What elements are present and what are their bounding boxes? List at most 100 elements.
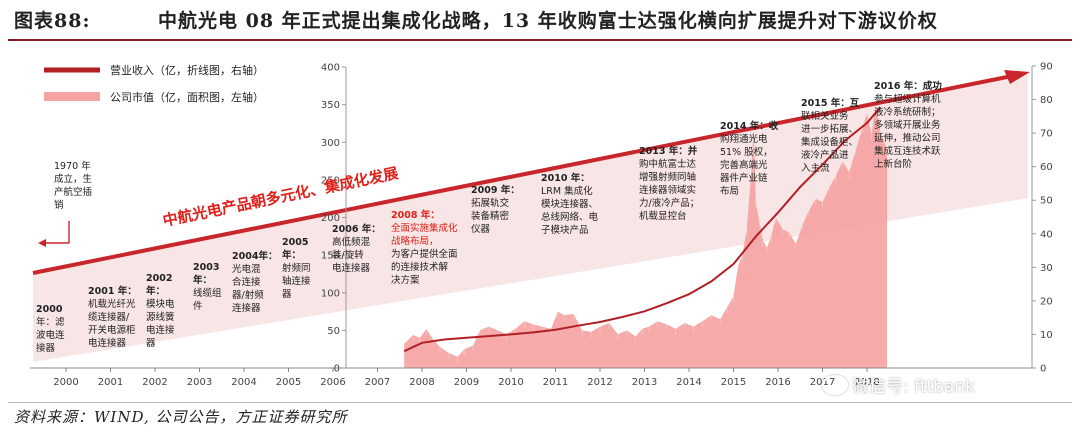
x-tick-label: 2001 bbox=[98, 377, 123, 388]
annotation-head: 2005年： bbox=[282, 237, 309, 261]
annotation-line: 液冷产品进 bbox=[801, 150, 849, 161]
annotation-line: 器 bbox=[282, 289, 292, 300]
x-tick-label: 2002 bbox=[142, 377, 167, 388]
annotation-2009: 2009 年： 拓展轨交 装备精密 仪器 bbox=[471, 184, 529, 236]
annotation-head: 2010 年： bbox=[541, 173, 590, 184]
annotation-head: 2015 年：互 bbox=[801, 98, 860, 109]
annotation-head: 2004年： bbox=[232, 251, 278, 262]
legend-label-revenue: 营业收入（亿，折线图，右轴） bbox=[110, 63, 264, 77]
annotation-head: 2003年： bbox=[193, 262, 220, 286]
annotation-line: 延伸，推动公司 bbox=[874, 133, 941, 144]
left-tick-label: 300 bbox=[321, 138, 340, 149]
annotation-2013: 2013 年：并 购中航富士达 增强射频同轴 连接器领域实 力/液冷产品； 机载… bbox=[639, 145, 709, 223]
market-cap-area-layer bbox=[404, 104, 888, 368]
annotation-line: 购中航富士达 bbox=[639, 159, 697, 170]
annotation-head: 2006 年： bbox=[332, 224, 381, 235]
annotation-line: 入主流 bbox=[801, 163, 830, 174]
annotation-line: 轴连接 bbox=[282, 276, 311, 287]
annotation-line: 子模块产品 bbox=[541, 225, 589, 236]
annotation-2003: 2003年： 线缆组 件 bbox=[193, 261, 233, 313]
market-cap-area bbox=[404, 104, 887, 368]
annotation-line: 1970 年 bbox=[54, 161, 91, 172]
left-tick-label: 50 bbox=[327, 326, 340, 337]
annotation-line: 机载显控台 bbox=[639, 211, 687, 222]
annotation-line: 的连接技术解 bbox=[391, 262, 449, 273]
watermark: 微信号: fttbank bbox=[822, 372, 975, 397]
annotation-line: 总线网络、电 bbox=[541, 212, 599, 223]
annotation-line: 电连接 bbox=[146, 325, 175, 336]
annotation-line: 源线簧 bbox=[146, 312, 175, 323]
annotation-line: 光电混 bbox=[232, 264, 261, 275]
annotation-line: 成立，生 bbox=[54, 174, 93, 185]
annotation-line: 合连接 bbox=[232, 277, 261, 288]
footer-rule bbox=[8, 402, 1072, 403]
annotation-line: 联相关业务 bbox=[801, 111, 849, 122]
annotation-line: 购翔通光电 bbox=[720, 134, 768, 145]
annotation-line: 高低频混 bbox=[332, 237, 371, 248]
x-tick-label: 2004 bbox=[231, 377, 256, 388]
annotation-2005: 2005年： 射频同 轴连接 器 bbox=[282, 236, 326, 301]
x-tick-label: 2008 bbox=[409, 377, 434, 388]
x-tick-label: 2003 bbox=[187, 377, 212, 388]
annotation-line: 仪器 bbox=[471, 224, 491, 235]
annotation-line: 缆连接器/ bbox=[88, 312, 130, 323]
annotation-line: 产航空插 bbox=[54, 187, 93, 198]
left-tick-label: 400 bbox=[321, 63, 340, 74]
right-tick-label: 10 bbox=[1040, 330, 1053, 341]
annotation-line: 销 bbox=[54, 200, 64, 211]
right-tick-label: 30 bbox=[1040, 263, 1053, 274]
trend-arrow-head bbox=[1004, 70, 1030, 84]
figure-header: 图表88: 中航光电 08 年正式提出集成化战略，13 年收购富士达强化横向扩展… bbox=[0, 0, 1080, 41]
trend-band bbox=[33, 72, 1028, 362]
annotation-2008: 2008 年： 全面实施集成化 战略布局， 为客户提供全面 的连接技术解 决方案 bbox=[391, 209, 461, 287]
figure-label: 图表88: bbox=[14, 10, 91, 32]
annotation-2000: 2000 年：滤 波电连 接器 bbox=[36, 303, 80, 355]
annotation-head: 2013 年：并 bbox=[639, 146, 698, 157]
annotation-line: 决方案 bbox=[391, 275, 420, 286]
figure-title: 中航光电 08 年正式提出集成化战略，13 年收购富士达强化横向扩展提升对下游议… bbox=[158, 10, 938, 32]
x-tick-label: 2012 bbox=[587, 377, 612, 388]
annotation-line: LRM 集成化 bbox=[541, 186, 593, 197]
revenue-line-layer bbox=[403, 106, 882, 353]
trend-arrow-line bbox=[32, 74, 1013, 275]
annotation-line: 电连接器 bbox=[88, 338, 127, 349]
annotation-line: 布局 bbox=[720, 186, 740, 197]
x-tick-label: 2007 bbox=[365, 377, 390, 388]
annotation-line: 连接器 bbox=[232, 303, 261, 314]
annotation-line: 器件产业链 bbox=[720, 173, 768, 184]
right-tick-label: 60 bbox=[1040, 162, 1053, 173]
annotation-line: 射频同 bbox=[282, 263, 311, 274]
annotation-line: 力/液冷产品； bbox=[639, 198, 700, 209]
header-rule bbox=[8, 39, 1072, 41]
right-tick-label: 90 bbox=[1040, 62, 1053, 73]
annotation-head: 2000 bbox=[36, 304, 63, 315]
right-tick-label: 0 bbox=[1040, 364, 1046, 375]
annotation-line: 线缆组 bbox=[193, 288, 222, 299]
annotation-line: 装/旋转 bbox=[332, 250, 364, 261]
left-tick-label: 0 bbox=[334, 364, 340, 375]
annotation-line: 机载光纤光 bbox=[88, 299, 136, 310]
annotation-head: 2009 年： bbox=[471, 185, 520, 196]
annotation-line: 件 bbox=[193, 301, 203, 312]
wechat-icon bbox=[822, 375, 848, 395]
annotation-2015: 2015 年：互 联相关业务 进一步拓展、 集成设备柜、 液冷产品进 入主流 bbox=[801, 97, 863, 175]
legend: 营业收入（亿，折线图，右轴） 公司市值（亿，面积图，左轴） bbox=[44, 63, 264, 104]
right-tick-label: 20 bbox=[1040, 296, 1053, 307]
x-tick-label: 2000 bbox=[53, 377, 78, 388]
annotation-2001: 2001 年： 机载光纤光 缆连接器/ 开关电源柜 电连接器 bbox=[88, 285, 150, 350]
annotation-2014: 2014 年：收 购翔通光电 51% 股权， 完善高端光 器件产业链 布局 bbox=[720, 120, 780, 198]
legend-swatch-market-cap bbox=[44, 92, 100, 101]
annotation-2016: 2016 年：成功 参与超级计算机 液冷系统研制； 多领域开展业务 延伸，推动公… bbox=[874, 80, 954, 171]
axis-layer: 0 50 100 150 200 250 300 350 400 0 10 20 30 40 50 60 70 8… bbox=[30, 62, 1053, 388]
right-tick-label: 50 bbox=[1040, 196, 1053, 207]
right-tick-label: 40 bbox=[1040, 229, 1053, 240]
x-tick-label: 2011 bbox=[543, 377, 568, 388]
annotation-line: 增强射频同轴 bbox=[639, 172, 697, 183]
annotation-2006: 2006 年： 高低频混 装/旋转 电连接器 bbox=[332, 223, 384, 275]
annotation-head: 2002年： bbox=[146, 273, 173, 297]
x-tick-label: 2018 bbox=[854, 377, 879, 388]
annotation-line: 全面实施集成化 bbox=[391, 223, 458, 234]
annotation-line: 年：滤 bbox=[36, 317, 65, 328]
annotation-line: 51% 股权， bbox=[720, 147, 773, 158]
